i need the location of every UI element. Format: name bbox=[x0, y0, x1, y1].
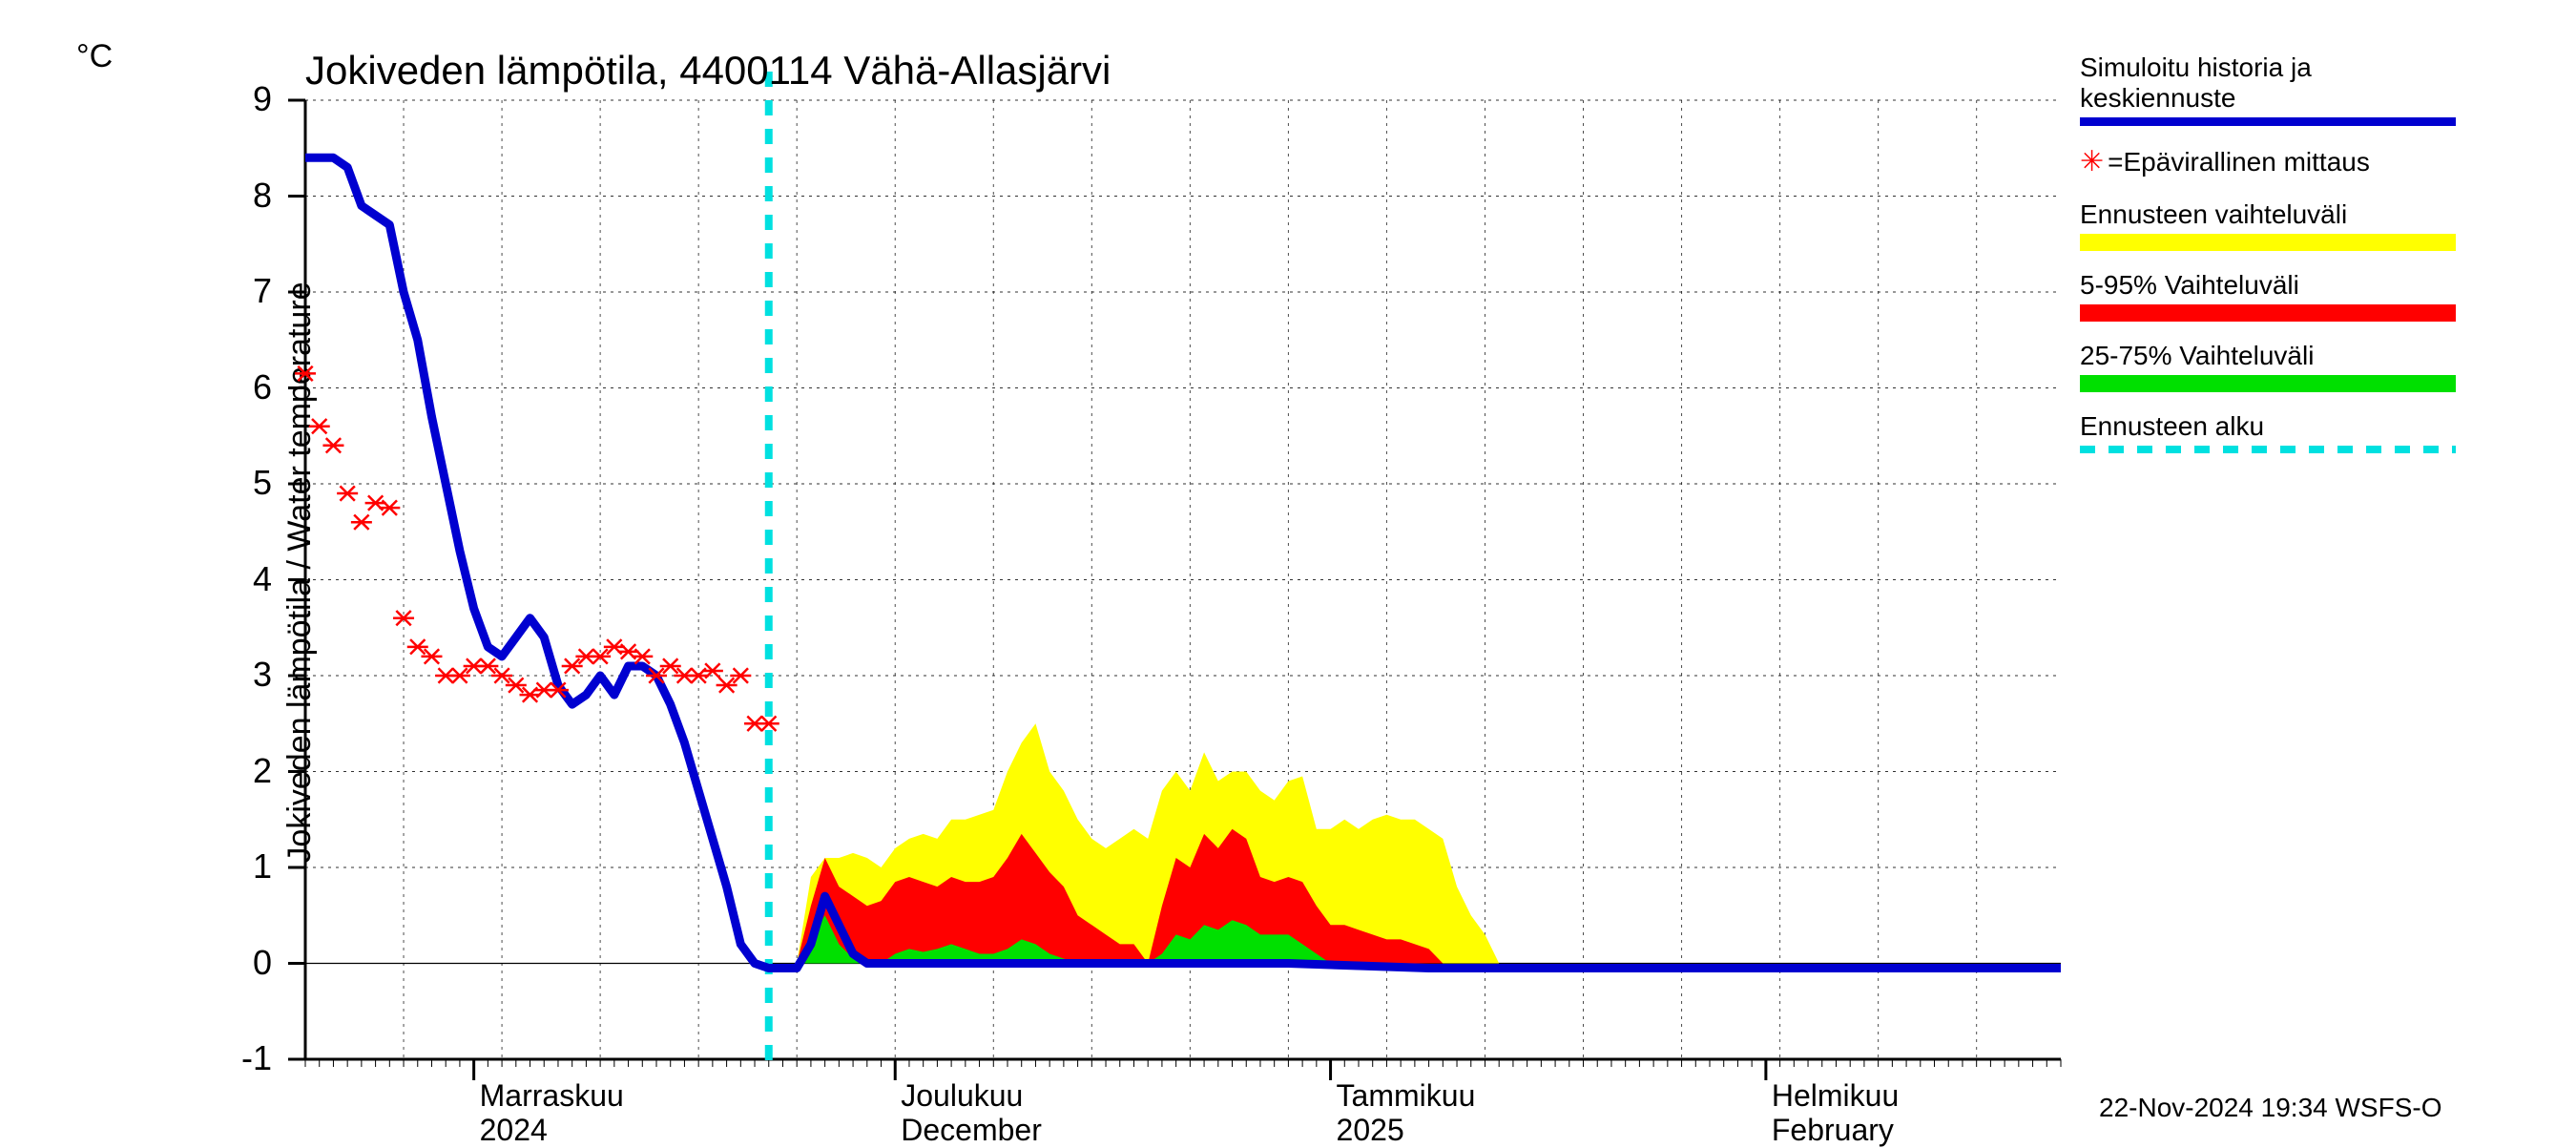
legend: Simuloitu historia jakeskiennuste ✳=Epävi… bbox=[2080, 52, 2538, 472]
legend-item: ✳=Epävirallinen mittaus bbox=[2080, 145, 2538, 178]
ytick-label: 9 bbox=[215, 79, 272, 119]
ytick-label: 8 bbox=[215, 176, 272, 216]
xtick-label: Tammikuu bbox=[1337, 1078, 1476, 1114]
ytick-label: 5 bbox=[215, 463, 272, 503]
ytick-label: 1 bbox=[215, 846, 272, 887]
xtick-label: Joulukuu bbox=[901, 1078, 1023, 1114]
xtick-label: Helmikuu bbox=[1772, 1078, 1899, 1114]
chart-title: Jokiveden lämpötila, 4400114 Vähä-Allasj… bbox=[305, 48, 1111, 94]
xtick-label: 2024 bbox=[480, 1113, 548, 1148]
legend-label: =Epävirallinen mittaus bbox=[2108, 147, 2370, 177]
legend-item: Ennusteen vaihteluväli bbox=[2080, 199, 2538, 251]
legend-item: Ennusteen alku bbox=[2080, 411, 2538, 453]
legend-label: 25-75% Vaihteluväli bbox=[2080, 341, 2538, 371]
legend-swatch bbox=[2080, 117, 2456, 126]
ytick-label: 0 bbox=[215, 943, 272, 983]
ytick-label: 4 bbox=[215, 559, 272, 599]
legend-swatch bbox=[2080, 234, 2456, 251]
legend-swatch bbox=[2080, 446, 2456, 453]
legend-swatch bbox=[2080, 304, 2456, 322]
ytick-label: 6 bbox=[215, 367, 272, 407]
xtick-label: Marraskuu bbox=[480, 1078, 624, 1114]
legend-label: Ennusteen vaihteluväli bbox=[2080, 199, 2538, 230]
ytick-label: 7 bbox=[215, 271, 272, 311]
legend-label: 5-95% Vaihteluväli bbox=[2080, 270, 2538, 301]
legend-item: 25-75% Vaihteluväli bbox=[2080, 341, 2538, 392]
xtick-label: February bbox=[1772, 1113, 1894, 1148]
legend-label: Simuloitu historia ja bbox=[2080, 52, 2538, 83]
legend-item: 5-95% Vaihteluväli bbox=[2080, 270, 2538, 322]
legend-item: Simuloitu historia jakeskiennuste bbox=[2080, 52, 2538, 126]
chart-container: Jokiveden lämpötila / Water temperature … bbox=[0, 0, 2576, 1145]
ytick-label: 3 bbox=[215, 655, 272, 695]
timestamp: 22-Nov-2024 19:34 WSFS-O bbox=[2099, 1093, 2442, 1123]
xtick-label: 2025 bbox=[1337, 1113, 1404, 1148]
legend-swatch bbox=[2080, 375, 2456, 392]
xtick-label: December bbox=[901, 1113, 1042, 1148]
legend-label: keskiennuste bbox=[2080, 83, 2538, 114]
legend-label: Ennusteen alku bbox=[2080, 411, 2538, 442]
star-icon: ✳ bbox=[2080, 145, 2104, 178]
ytick-label: -1 bbox=[215, 1038, 272, 1078]
ytick-label: 2 bbox=[215, 751, 272, 791]
